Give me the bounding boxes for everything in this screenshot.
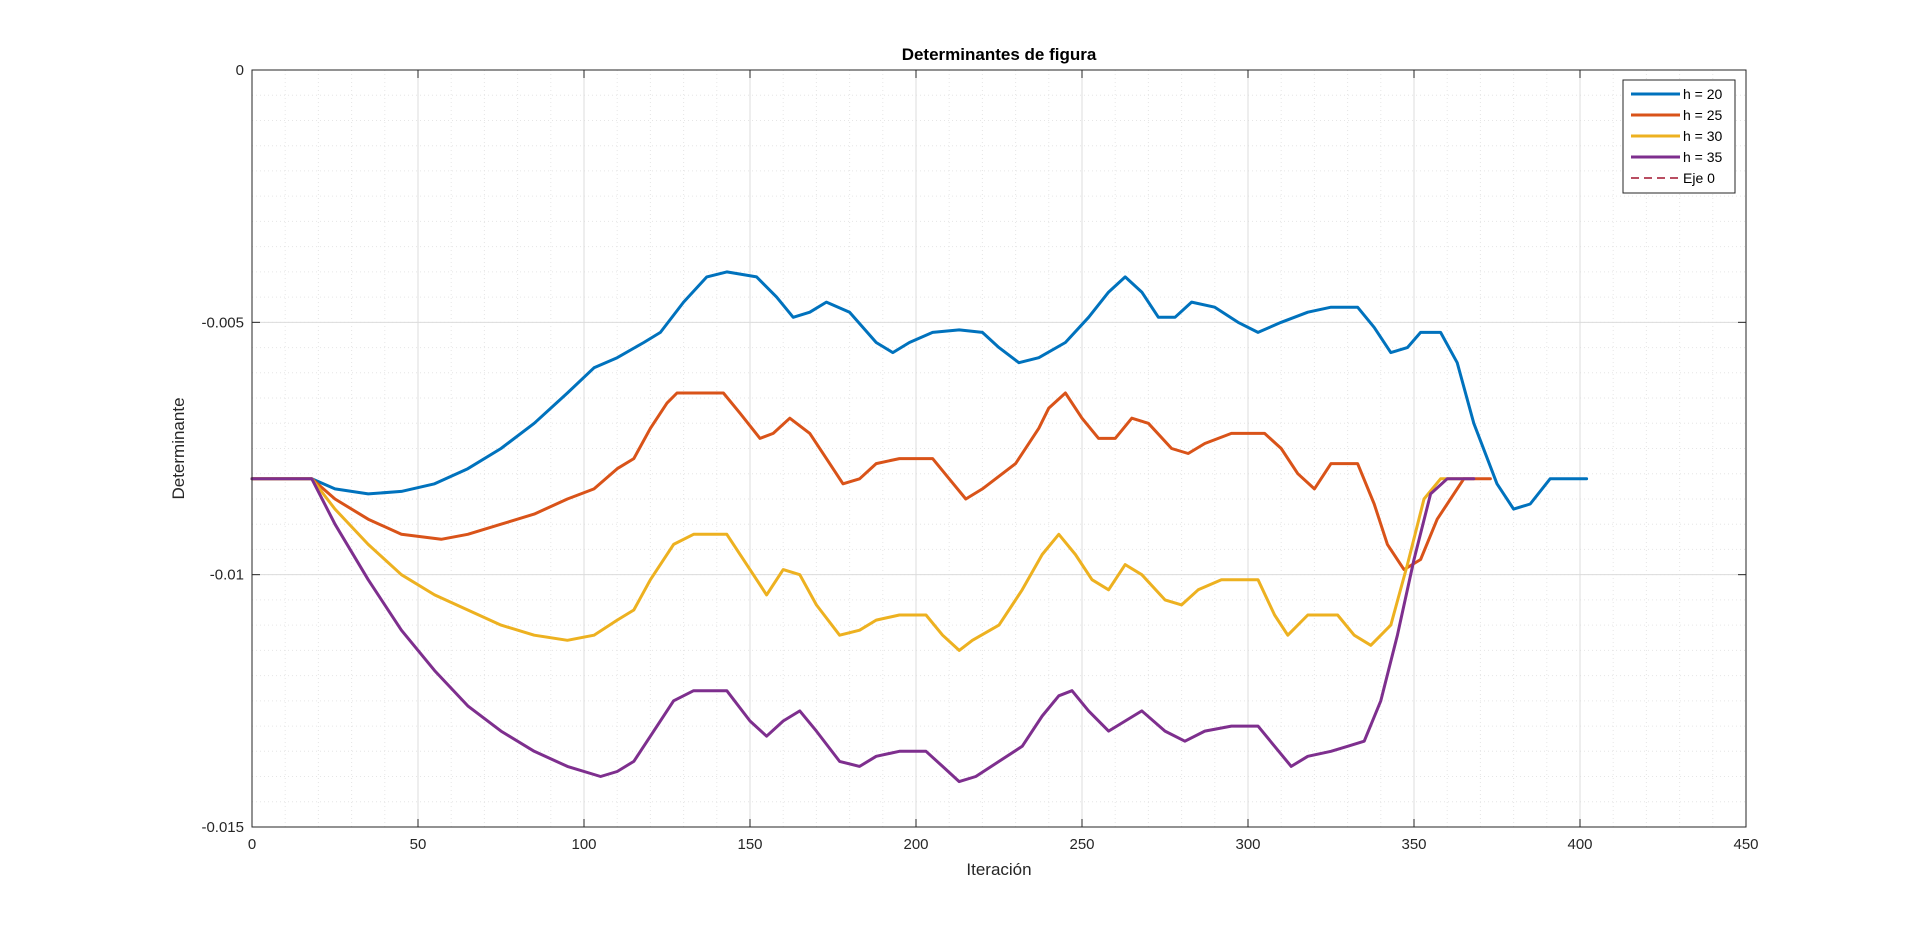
x-tick-label: 300 <box>1235 836 1260 853</box>
y-tick-label: -0.01 <box>210 567 244 584</box>
x-tick-label: 200 <box>903 836 928 853</box>
chart-title: Determinantes de figura <box>902 45 1097 64</box>
series-line-h-30 <box>250 477 1466 652</box>
y-tick-labels: 0 -0.005 -0.01 -0.015 <box>201 62 244 836</box>
x-tick-label: 350 <box>1401 836 1426 853</box>
legend-label: Eje 0 <box>1683 170 1715 186</box>
plot-frame <box>251 69 1747 828</box>
y-axis-label: Determinante <box>169 397 188 499</box>
x-tick-labels: 0 50 100 150 200 250 300 350 400 450 <box>248 836 1759 853</box>
x-tick-label: 450 <box>1733 836 1758 853</box>
y-tick-label: 0 <box>236 62 244 79</box>
legend: h = 20 h = 25 h = 30 h = 35 Eje 0 <box>1622 79 1736 194</box>
axis-ticks <box>251 69 1747 828</box>
x-axis-label: Iteración <box>966 860 1031 879</box>
minor-grid <box>251 69 1747 828</box>
legend-label: h = 20 <box>1683 86 1723 102</box>
series-layer <box>250 270 1589 784</box>
x-tick-label: 50 <box>410 836 427 853</box>
series-line-h-25 <box>250 391 1492 572</box>
x-tick-label: 150 <box>737 836 762 853</box>
legend-label: h = 25 <box>1683 107 1723 123</box>
legend-label: h = 35 <box>1683 149 1723 165</box>
x-tick-label: 0 <box>248 836 256 853</box>
y-tick-label: -0.005 <box>201 314 244 331</box>
x-tick-label: 250 <box>1069 836 1094 853</box>
legend-label: h = 30 <box>1683 128 1723 144</box>
x-tick-label: 100 <box>571 836 596 853</box>
series-line-h-20 <box>250 270 1589 511</box>
series-line-h-35 <box>250 477 1476 784</box>
x-tick-label: 400 <box>1567 836 1592 853</box>
y-tick-label: -0.015 <box>201 819 244 836</box>
